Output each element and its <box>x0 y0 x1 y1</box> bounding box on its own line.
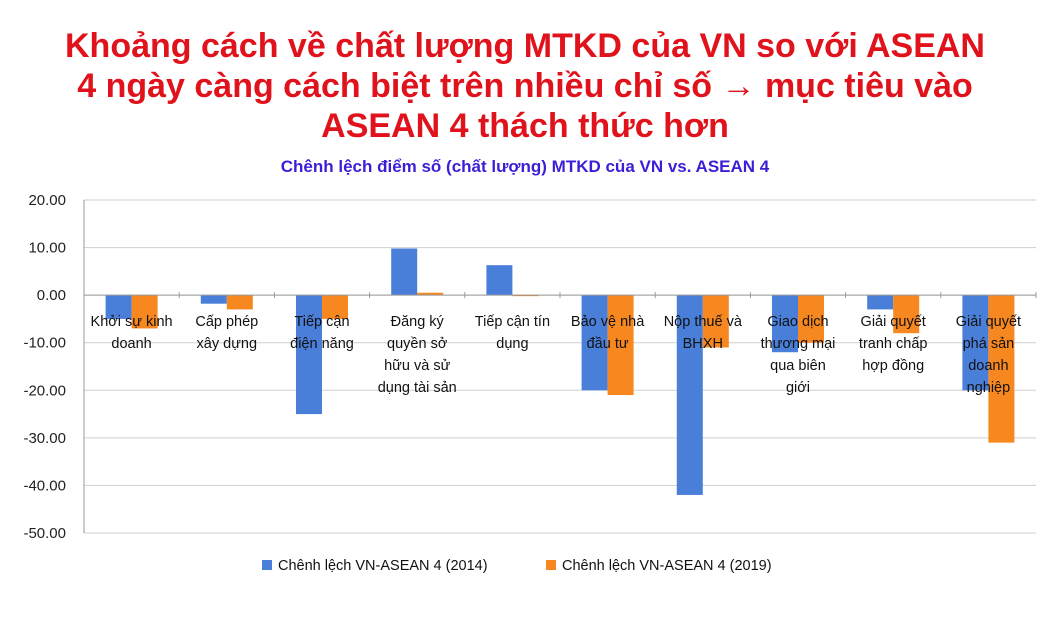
bar-2014 <box>296 295 322 415</box>
y-tick-label: -30.00 <box>23 430 66 447</box>
bar-2014 <box>391 248 418 296</box>
chart-title: Chênh lệch điểm số (chất lượng) MTKD của… <box>281 157 770 176</box>
headline-line-2: 4 ngày càng cách biệt trên nhiều chỉ số … <box>77 67 973 105</box>
category-label-line: doanh <box>111 336 151 352</box>
y-tick-label: 20.00 <box>28 192 66 209</box>
bar-2019 <box>893 295 920 334</box>
bar-2019 <box>131 295 158 329</box>
category-label: Giải quyết tranh chấp hợp đồng <box>859 314 928 374</box>
category-label-line: phá sản <box>963 336 1015 352</box>
bar-2019 <box>417 292 444 296</box>
category-label-line: Tiếp cận tín <box>475 314 550 330</box>
bar-2014 <box>105 295 132 319</box>
bar-2019 <box>322 295 348 319</box>
category-label: Tiếp cận điện năng <box>290 314 354 352</box>
category-label: Khởi sự kinh doanh <box>91 314 173 352</box>
category-label-line: qua biên <box>770 358 826 374</box>
y-tick-label: -10.00 <box>23 335 66 352</box>
category-label: Bảo vệ nhà đầu tư <box>571 314 645 352</box>
y-tick-label: -50.00 <box>23 525 66 542</box>
category-label-line: Khởi sự kinh <box>91 314 173 330</box>
y-tick-label: -40.00 <box>23 477 66 494</box>
category-label-line: dụng <box>496 336 528 352</box>
category-label-line: Nộp thuế và <box>664 314 743 330</box>
category-label-line: xây dựng <box>197 336 258 352</box>
category-label-line: Tiếp cận <box>294 314 349 330</box>
category-label-line: doanh <box>968 358 1008 374</box>
y-tick-label: -20.00 <box>23 382 66 399</box>
bar-2014 <box>676 295 703 495</box>
headline-line-1: Khoảng cách về chất lượng MTKD của VN so… <box>65 27 985 65</box>
bar-2019 <box>798 295 824 343</box>
bar-2014 <box>772 295 798 353</box>
category-label-line: điện năng <box>290 336 354 352</box>
category-label: Đăng ký quyền sở hữu và sử dụng tài sản <box>378 314 457 396</box>
headline-line-3: ASEAN 4 thách thức hơn <box>321 107 729 145</box>
legend-label-2014: Chênh lệch VN-ASEAN 4 (2014) <box>278 558 488 574</box>
legend-label-2019: Chênh lệch VN-ASEAN 4 (2019) <box>562 558 772 574</box>
bar-2014 <box>200 295 227 304</box>
category-label-line: Bảo vệ nhà <box>571 314 645 330</box>
bar-2019 <box>702 295 729 348</box>
bar-2014 <box>867 295 894 310</box>
category-label-line: hữu và sử <box>384 358 450 374</box>
category-label: Giải quyết phá sản doanh nghiệp <box>956 314 1021 396</box>
y-tick-label: 0.00 <box>37 287 66 304</box>
y-tick-label: 10.00 <box>28 240 66 257</box>
bar-2014 <box>486 265 513 296</box>
bar-2014 <box>581 295 608 391</box>
category-label-line: giới <box>786 380 810 396</box>
category-label-line: Giao dịch <box>767 314 828 330</box>
category-label-line: thương mại <box>761 336 836 352</box>
category-label-line: BHXH <box>683 336 723 352</box>
category-label-line: quyền sở <box>387 336 448 352</box>
category-label-line: đầu tư <box>587 336 629 352</box>
category-label-line: Cấp phép <box>195 314 258 330</box>
category-label: Giao dịch thương mại qua biên giới <box>761 314 836 396</box>
category-label: Nộp thuế và BHXH <box>664 314 743 352</box>
legend-swatch-2014 <box>262 560 272 570</box>
headline: Khoảng cách về chất lượng MTKD của VN so… <box>0 26 1050 146</box>
category-label-line: hợp đồng <box>862 358 924 374</box>
bar-2014 <box>962 295 989 391</box>
category-label: Tiếp cận tín dụng <box>475 314 550 352</box>
category-label-line: Đăng ký <box>391 314 445 330</box>
category-label-line: nghiệp <box>967 380 1011 396</box>
bar-chart: Chênh lệch điểm số (chất lượng) MTKD của… <box>23 157 1037 574</box>
category-label-line: tranh chấp <box>859 336 928 352</box>
category-label-line: Giải quyết <box>956 314 1021 330</box>
category-label-line: dụng tài sản <box>378 380 457 396</box>
category-label: Cấp phép xây dựng <box>195 314 258 352</box>
legend-swatch-2019 <box>546 560 556 570</box>
bar-2019 <box>226 295 253 310</box>
bar-2019 <box>607 295 634 396</box>
bar-2019 <box>988 295 1015 443</box>
category-label-line: Giải quyết <box>861 314 926 330</box>
